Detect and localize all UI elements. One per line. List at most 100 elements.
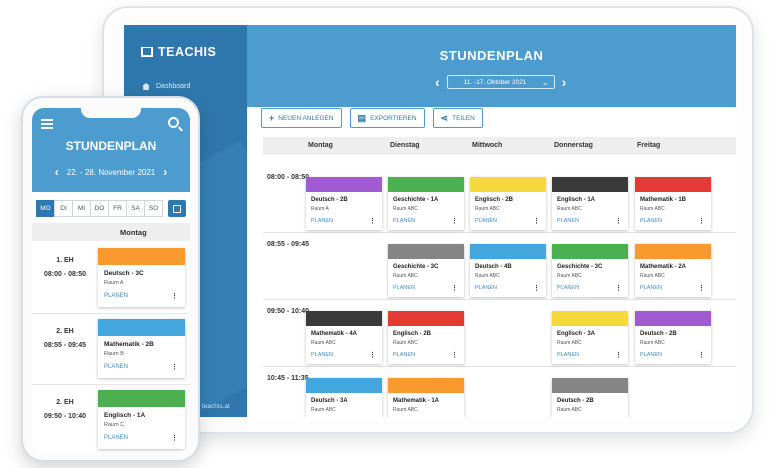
brand-logo[interactable]: TEACHIS [141,45,216,59]
lesson-subject: Deutsch - 2B [557,398,594,404]
week-selector: ‹ 11. -17. Oktober 2021 ⌄ › [435,75,566,89]
export-button[interactable]: ▤ EXPORTIEREN [349,108,425,128]
plan-link[interactable]: PLANEN [104,435,129,441]
lesson-subject: Mathematik - 2B [104,341,154,348]
more-vert-icon[interactable]: ⋮ [369,218,376,225]
more-vert-icon[interactable]: ⋮ [451,218,458,225]
more-vert-icon[interactable]: ⋮ [698,218,705,225]
more-vert-icon[interactable]: ⋮ [451,352,458,359]
lesson-card[interactable]: Deutsch - 4B Raum ABC PLANEN ⋮ [470,244,546,297]
lesson-card[interactable]: Mathematik - 1B Raum ABC PLANEN ⋮ [635,177,711,230]
plan-link[interactable]: PLANEN [311,352,334,358]
more-vert-icon[interactable]: ⋮ [533,285,540,292]
plan-link[interactable]: PLANEN [640,352,663,358]
lesson-card[interactable]: Deutsch - 3C Raum A PLANEN ⋮ [98,248,185,307]
plan-link[interactable]: PLANEN [475,218,498,224]
chevron-right-icon[interactable]: › [163,165,168,179]
day-tab-mo[interactable]: MO [36,200,55,217]
day-tab-fr[interactable]: FR [108,200,127,217]
lesson-card[interactable]: Englisch - 2B Raum ABC PLANEN ⋮ [470,177,546,230]
phone-column-label: Montag [120,228,147,237]
lesson-card[interactable]: Mathematik - 4A Raum ABC PLANEN ⋮ [306,311,382,364]
more-vert-icon[interactable]: ⋮ [171,293,178,300]
row-divider [32,313,190,314]
lesson-color-bar [635,177,711,192]
plan-link[interactable]: PLANEN [557,285,580,291]
phone-notch [81,108,141,118]
search-icon[interactable] [168,117,179,128]
lesson-room: Raum ABC [557,206,582,212]
day-tab-do[interactable]: DO [90,200,109,217]
more-vert-icon[interactable]: ⋮ [171,435,178,442]
book-icon [141,47,153,57]
more-vert-icon[interactable]: ⋮ [615,218,622,225]
plan-link[interactable]: PLANEN [640,285,663,291]
lesson-subject: Geschichte - 3C [393,264,439,270]
share-button[interactable]: ⋖ TEILEN [432,108,483,128]
phone-week-value: 22. - 28. November 2021 [66,167,156,177]
slot-time: 08:55 - 09:45 [43,342,87,349]
edit-button[interactable] [168,200,186,217]
new-button[interactable]: + NEUEN ANLEGEN [261,108,342,128]
more-vert-icon[interactable]: ⋮ [615,352,622,359]
plan-link[interactable]: PLANEN [104,293,129,299]
chevron-right-icon[interactable]: › [561,74,567,90]
chevron-left-icon[interactable]: ‹ [435,74,440,90]
day-tab-so[interactable]: SO [144,200,163,217]
more-vert-icon[interactable]: ⋮ [451,285,458,292]
lesson-room: Raum C [104,422,125,428]
lesson-subject: Mathematik - 1A [393,398,440,404]
plan-link[interactable]: PLANEN [104,364,129,370]
plan-link[interactable]: PLANEN [311,218,334,224]
lesson-card[interactable]: Englisch - 1A Raum C PLANEN ⋮ [98,390,185,449]
lesson-room: Raum ABC [311,407,336,413]
chevron-left-icon[interactable]: ‹ [54,165,59,179]
plus-icon: + [269,113,275,123]
lesson-subject: Deutsch - 3C [104,270,144,277]
lesson-color-bar [552,177,628,192]
slot-period: 1. EH [56,257,74,264]
lesson-card[interactable]: Englisch - 3A Raum ABC PLANEN ⋮ [552,311,628,364]
plan-link[interactable]: PLANEN [475,285,498,291]
lesson-color-bar [388,244,464,259]
day-tab-di[interactable]: DI [54,200,73,217]
more-vert-icon[interactable]: ⋮ [615,285,622,292]
lesson-color-bar [635,244,711,259]
week-dropdown[interactable]: 11. -17. Oktober 2021 ⌄ [446,75,555,89]
lesson-card[interactable]: Geschichte - 1A Raum ABC PLANEN ⋮ [388,177,464,230]
plan-link[interactable]: PLANEN [640,218,663,224]
menu-icon[interactable] [41,119,53,129]
lesson-card[interactable]: Englisch - 2B Raum ABC PLANEN ⋮ [388,311,464,364]
lesson-card[interactable]: Geschichte - 3C Raum ABC PLANEN ⋮ [388,244,464,297]
day-header-row: Montag Dienstag Mittwoch Donnerstag Freitag [263,137,736,155]
plan-link[interactable]: PLANEN [393,218,416,224]
time-slot-label: 10:45 - 11:35 [267,375,309,382]
new-button-label: NEUEN ANLEGEN [278,114,334,122]
sidebar-item-dashboard[interactable]: Dashboard [142,83,190,90]
day-header-4: Donnerstag [554,142,593,149]
phone-screen: STUNDENPLAN ‹ 22. - 28. November 2021 › … [32,108,190,452]
plan-link[interactable]: PLANEN [393,285,416,291]
lesson-card[interactable]: Mathematik - 2A Raum ABC PLANEN ⋮ [635,244,711,297]
day-tab-mi[interactable]: MI [72,200,91,217]
lesson-room: Raum A [104,280,124,286]
plan-link[interactable]: PLANEN [557,352,580,358]
lesson-card[interactable]: Mathematik - 2B Raum B PLANEN ⋮ [98,319,185,378]
plan-link[interactable]: PLANEN [393,352,416,358]
lesson-card[interactable]: Englisch - 1A Raum ABC PLANEN ⋮ [552,177,628,230]
more-vert-icon[interactable]: ⋮ [369,352,376,359]
more-vert-icon[interactable]: ⋮ [171,364,178,371]
lesson-card[interactable]: Deutsch - 2B Raum A PLANEN ⋮ [306,177,382,230]
more-vert-icon[interactable]: ⋮ [533,218,540,225]
lesson-card[interactable]: Geschichte - 3C Raum ABC PLANEN ⋮ [552,244,628,297]
lesson-room: Raum ABC [557,340,582,346]
more-vert-icon[interactable]: ⋮ [698,352,705,359]
day-tab-sa[interactable]: SA [126,200,145,217]
more-vert-icon[interactable]: ⋮ [698,285,705,292]
row-divider [263,299,736,300]
plan-link[interactable]: PLANEN [557,218,580,224]
